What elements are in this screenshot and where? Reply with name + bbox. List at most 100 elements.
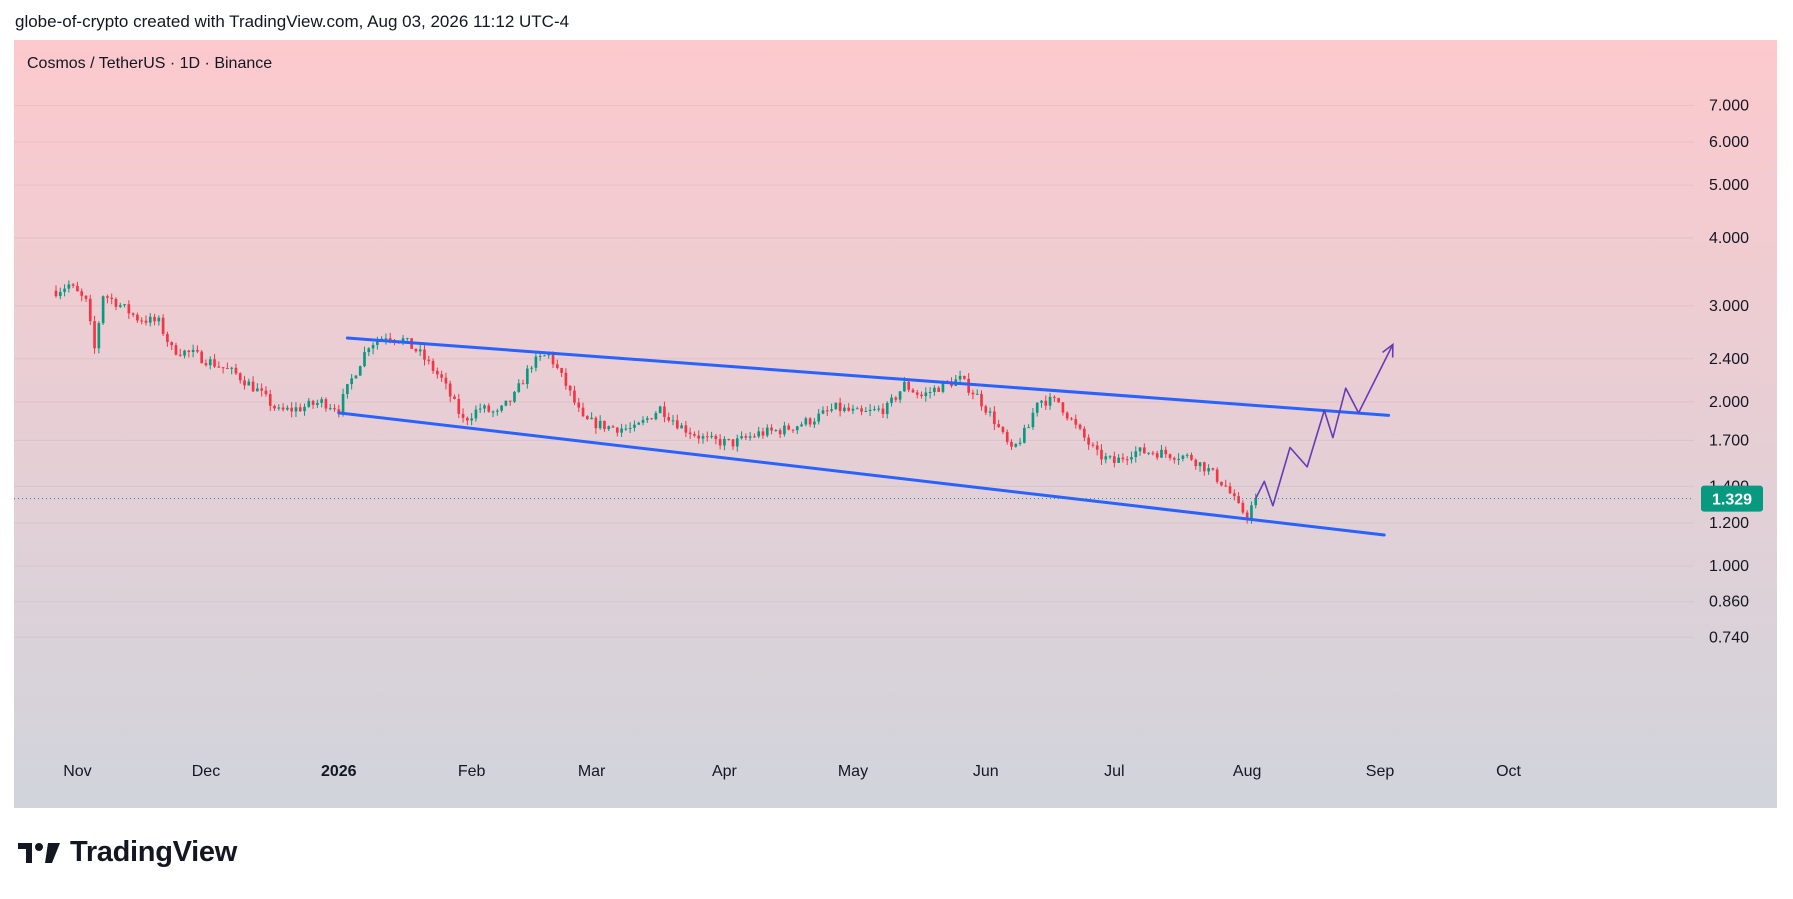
- candle-body: [641, 419, 645, 423]
- candle-body: [153, 316, 156, 322]
- candle-body: [855, 408, 859, 410]
- candle-body: [371, 344, 375, 349]
- candle-body: [1224, 485, 1228, 487]
- candle-body: [615, 427, 619, 433]
- candle-body: [718, 439, 722, 446]
- candle-body: [753, 436, 756, 438]
- y-tick-label: 2.000: [1709, 394, 1749, 411]
- channel-lower-line: [337, 411, 1386, 537]
- candle-body: [521, 383, 525, 385]
- x-tick-label: Mar: [578, 763, 606, 780]
- tradingview-logo[interactable]: TradingView: [16, 836, 237, 869]
- candle-body: [1010, 441, 1013, 447]
- candle-body: [740, 436, 743, 439]
- y-tick-label: 2.400: [1709, 351, 1749, 368]
- candle-body: [783, 425, 786, 435]
- candle-body: [1027, 427, 1030, 429]
- candle-body: [675, 420, 679, 429]
- candle-body: [1117, 457, 1120, 463]
- projection-arrow-icon: [1382, 342, 1394, 358]
- candle-body: [997, 424, 1000, 428]
- candle-body: [744, 436, 748, 438]
- candle-body: [208, 359, 212, 366]
- candle-body: [71, 284, 75, 286]
- candle-body: [1108, 456, 1112, 458]
- candle-body: [88, 298, 92, 322]
- candle-body: [324, 399, 328, 409]
- channel-upper-line: [345, 336, 1391, 417]
- candle-body: [448, 383, 452, 397]
- candle-body: [1044, 400, 1048, 406]
- candle-body: [924, 392, 928, 397]
- candle-body: [1035, 402, 1039, 413]
- candle-body: [1070, 418, 1073, 420]
- candle-body: [1194, 459, 1198, 467]
- candle-body: [1061, 402, 1065, 413]
- candle-body: [808, 418, 812, 425]
- candle-body: [543, 355, 546, 357]
- price-chart[interactable]: 7.000 6.000 5.000 4.000 3.000 2.400 2.000 1.700…: [14, 40, 1777, 808]
- candle-body: [431, 360, 435, 371]
- candle-body: [243, 380, 246, 386]
- candle-body: [1100, 449, 1103, 460]
- candle-body: [1177, 458, 1180, 460]
- candle-body: [1121, 457, 1125, 460]
- candle-body: [530, 367, 533, 369]
- y-tick-label: 3.000: [1709, 298, 1749, 315]
- candle-body: [127, 304, 131, 314]
- candle-body: [611, 426, 615, 428]
- candle-body: [663, 406, 666, 418]
- candle-body: [333, 408, 336, 410]
- candle-body: [1147, 452, 1150, 454]
- candle-body: [1057, 397, 1060, 403]
- candle-body: [504, 400, 508, 406]
- y-tick-label: 4.000: [1709, 230, 1749, 247]
- candle-body: [795, 426, 799, 431]
- symbol-label[interactable]: Cosmos / TetherUS · 1D · Binance: [27, 55, 273, 72]
- candle-body: [303, 406, 306, 412]
- candle-body: [834, 402, 838, 410]
- candle-body: [110, 297, 114, 299]
- candle-body: [281, 407, 285, 410]
- candle-body: [191, 349, 195, 352]
- candle-body: [723, 438, 726, 446]
- candle-body: [633, 424, 636, 428]
- candle-body: [217, 366, 221, 368]
- candle-body: [1250, 505, 1253, 519]
- candle-body: [988, 411, 992, 413]
- candle-body: [963, 375, 966, 379]
- candle-body: [213, 359, 216, 367]
- candle-body: [573, 390, 576, 403]
- candle-body: [903, 381, 906, 392]
- candle-body: [457, 398, 461, 414]
- chart-area[interactable]: 7.000 6.000 5.000 4.000 3.000 2.400 2.000 1.700…: [14, 40, 1777, 808]
- candle-body: [264, 390, 268, 395]
- candle-body: [277, 407, 281, 409]
- candle-body: [873, 409, 876, 411]
- candle-body: [667, 417, 671, 421]
- candle-body: [273, 405, 276, 409]
- candle-body: [825, 410, 829, 412]
- y-tick-label: 1.700: [1709, 432, 1749, 449]
- candle-body: [975, 393, 979, 395]
- candle-body: [123, 304, 126, 306]
- candle-body: [423, 349, 426, 360]
- y-tick-label: 0.740: [1709, 629, 1749, 646]
- x-tick-label: Oct: [1496, 763, 1521, 780]
- candle-body: [1087, 437, 1090, 445]
- candle-body: [1232, 493, 1236, 497]
- candle-body: [196, 349, 199, 352]
- candle-body: [885, 402, 889, 415]
- candle-body: [436, 370, 439, 375]
- candle-body: [628, 427, 632, 429]
- x-tick-label: Aug: [1233, 763, 1261, 780]
- candle-body: [1130, 457, 1133, 460]
- candle-body: [958, 375, 962, 380]
- candle-body: [967, 378, 970, 393]
- candle-body: [1005, 432, 1009, 442]
- candle-body: [131, 313, 135, 315]
- candle-body: [598, 420, 602, 429]
- candle-body: [1202, 462, 1206, 472]
- candle-body: [637, 422, 641, 425]
- candle-body: [830, 409, 833, 411]
